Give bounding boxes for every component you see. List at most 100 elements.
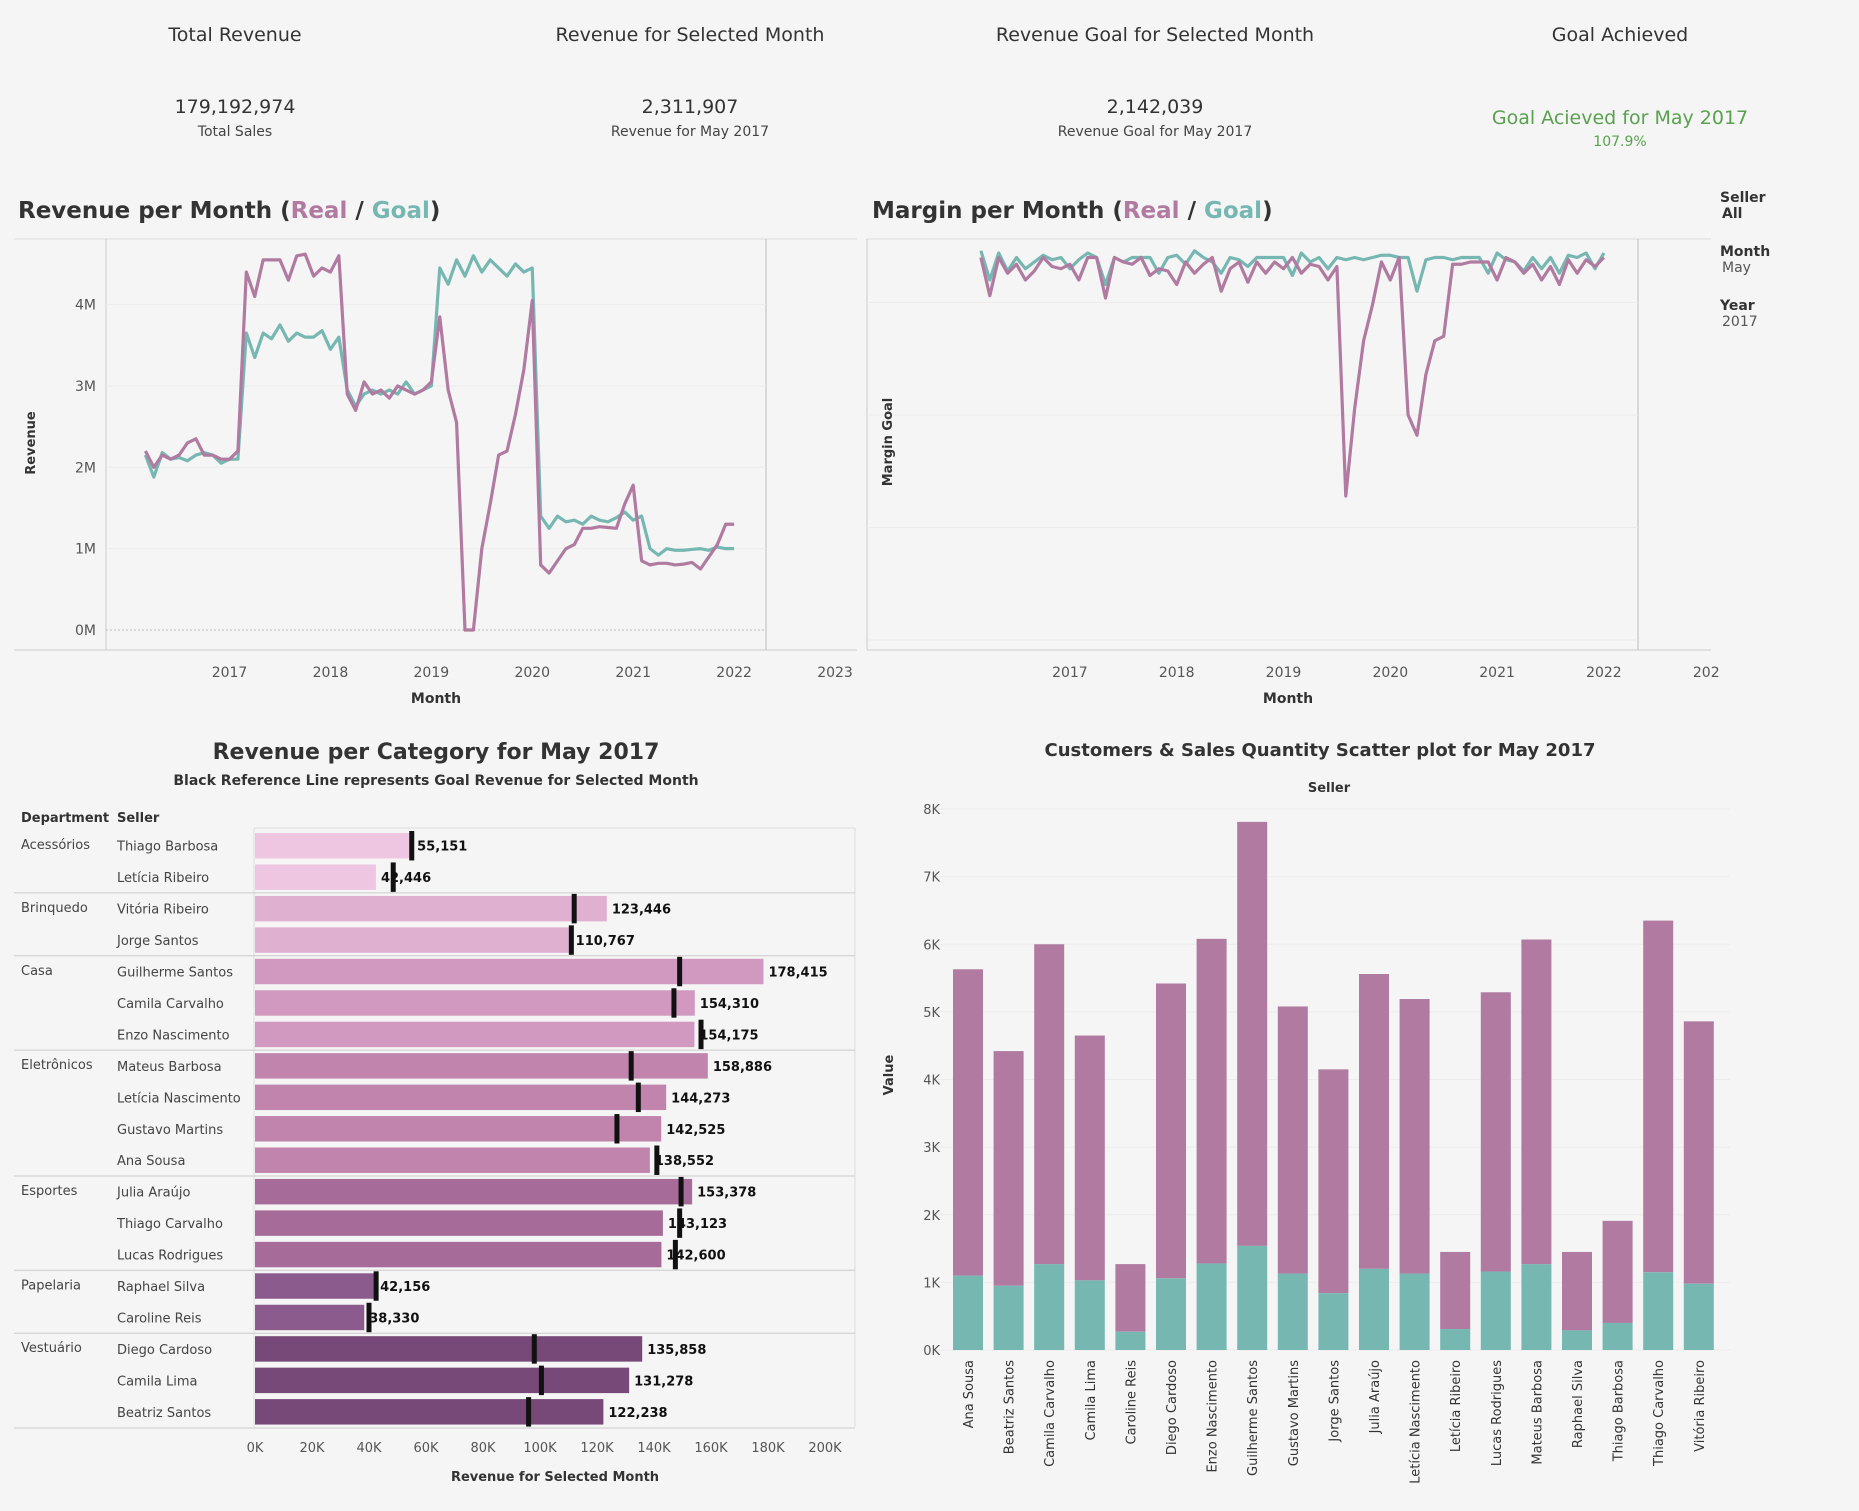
seller-label: Gustavo Martins [117,1123,223,1138]
goal-series-line [143,254,735,557]
revenue-bar [255,1116,662,1142]
kpi-revenue-goal-sub: Revenue Goal for May 2017 [1057,124,1253,140]
x-tick-label: Julia Araújo [1368,1360,1383,1434]
revenue-line-chart: 0M 1M 2M 3M 4M 2017 2018 2019 2020 2021 2022 2023 Mo… [14,238,857,707]
x-axis-title: Month [1263,691,1313,707]
x-tick-label: 2020 [514,665,550,681]
revenue-bar [255,1178,693,1205]
y-tick-label: 5K [923,1006,940,1021]
stacked-bar-bottom [1277,1273,1308,1350]
revenue-bar [255,1399,604,1425]
x-axis-title: Month [411,691,461,707]
x-tick-label: Raphael Silva [1571,1360,1586,1448]
goal-reference-line [677,956,683,987]
stacked-bar-bottom [1440,1329,1471,1350]
x-tick-label: 2023 [817,665,853,681]
revenue-bar [255,958,764,985]
seller-label: Mateus Barbosa [117,1060,222,1075]
x-tick-label: 40K [356,1441,382,1456]
y-tick-label: 0M [75,623,96,639]
stacked-bar-top [1399,999,1430,1274]
stacked-bar-bottom [1074,1280,1105,1350]
real-series-line [979,255,1606,498]
value-label: 142,525 [666,1123,725,1138]
revenue-bar [255,1053,708,1079]
stacked-bar-top [1521,939,1552,1265]
value-label: 55,151 [417,840,467,855]
y-tick-label: 2K [923,1209,940,1224]
stacked-bar-bottom [1115,1331,1146,1350]
category-chart-subtitle: Black Reference Line represents Goal Rev… [173,773,699,789]
x-tick-label: 180K [751,1441,785,1456]
value-label: 42,156 [380,1280,430,1295]
goal-reference-line [390,862,396,892]
value-label: 144,273 [671,1091,730,1106]
seller-label: Julia Araújo [116,1186,190,1201]
kpi-goal-achieved-pct: 107.9% [1593,134,1647,150]
seller-label: Thiago Barbosa [116,840,218,855]
y-tick-label: 6K [923,938,940,953]
revenue-bar [255,1367,630,1394]
stacked-bar-top [1156,983,1186,1279]
filter-month[interactable]: Month May [1720,244,1840,276]
seller-label: Diego Cardoso [117,1343,212,1358]
kpi-revenue-goal-title: Revenue Goal for Selected Month [995,24,1315,46]
filter-year-value[interactable]: 2017 [1722,314,1758,330]
revenue-bar [255,990,695,1016]
seller-label: Thiago Carvalho [116,1217,223,1232]
goal-reference-line [698,1019,704,1050]
seller-stacked-bar-chart: Seller Value 0K 1K 2K 3K 4K 5K 6K 7K 8K Ana Sousa Be… [882,781,1730,1484]
column-header-department: Department [21,811,109,826]
x-tick-label: 2021 [615,665,651,681]
seller-label: Raphael Silva [117,1280,205,1295]
stacked-bar-bottom [1683,1283,1714,1350]
goal-reference-line [571,893,577,924]
kpi-goal-achieved-title: Goal Achieved [1551,24,1689,46]
x-tick-label: 2017 [212,665,248,681]
y-tick-label: 1M [75,542,96,558]
stacked-bar-top [1034,944,1065,1265]
stacked-bar-top [1237,821,1268,1246]
value-label: 178,415 [768,966,827,981]
department-label: Esportes [21,1184,78,1199]
goal-reference-line [628,1051,634,1081]
filter-year[interactable]: Year 2017 [1720,298,1840,330]
filter-seller-value[interactable]: All [1722,206,1743,222]
department-label: Acessórios [21,838,90,853]
seller-label: Letícia Nascimento [117,1091,241,1106]
value-label: 38,330 [369,1311,419,1326]
margin-chart-title: Margin per Month (Real / Goal) [872,198,1273,224]
y-tick-label: 2M [75,460,96,476]
revenue-bar [255,864,376,890]
revenue-chart-title: Revenue per Month (Real / Goal) [18,198,441,224]
x-axis-title: Revenue for Selected Month [451,1470,659,1485]
x-tick-label: 100K [523,1441,557,1456]
stacked-bar-bottom [1602,1322,1633,1350]
kpi-goal-achieved-text: Goal Acieved for May 2017 [1491,107,1749,129]
stacked-bar-top [1359,974,1389,1269]
stacked-bar-top [953,969,983,1276]
revenue-bar [255,1273,376,1299]
revenue-bar [255,833,413,859]
x-tick-label: Vitória Ribeiro [1693,1360,1708,1452]
value-label: 143,123 [668,1217,727,1232]
seller-label: Vitória Ribeiro [117,903,209,918]
x-tick-label: Jorge Santos [1327,1360,1342,1443]
stacked-bar-bottom [1480,1271,1511,1350]
x-tick-label: Camila Carvalho [1043,1360,1058,1467]
goal-reference-line [677,1208,683,1238]
stacked-bar-bottom [1156,1278,1186,1350]
x-tick-label: Lucas Rodrigues [1490,1360,1505,1466]
kpi-total-revenue-title: Total Revenue [168,24,302,46]
y-tick-label: 1K [923,1276,940,1291]
filter-month-value[interactable]: May [1722,260,1751,276]
filter-seller[interactable]: Seller All [1720,190,1840,222]
kpi-revenue-selected-title: Revenue for Selected Month [555,24,825,46]
stacked-bar-top [1643,920,1674,1273]
x-tick-label: 140K [637,1441,671,1456]
x-tick-label: Gustavo Martins [1287,1360,1302,1466]
category-bar-chart: Department Seller Acessórios Thiago Barbosa… [14,811,856,1485]
stacked-bar-top [1277,1006,1308,1274]
stacked-bar-bottom [1399,1273,1430,1350]
x-tick-label: Thiago Barbosa [1612,1360,1627,1462]
